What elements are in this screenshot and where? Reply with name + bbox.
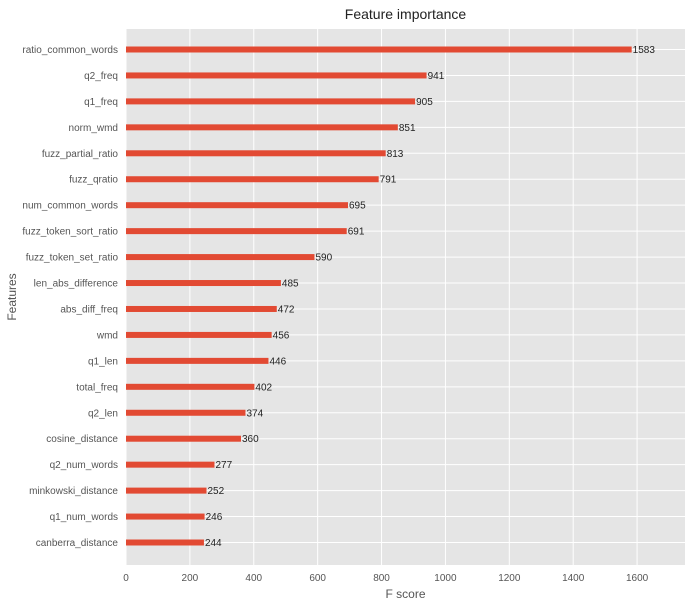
y-tick-label: norm_wmd: [69, 123, 118, 134]
y-tick-label: canberra_distance: [36, 538, 119, 549]
y-tick-labels: ratio_common_words q2_freq q1_freq norm_wmd…: [22, 45, 118, 549]
y-axis-label: Features: [5, 273, 19, 320]
bar: [126, 72, 427, 79]
bar-value-label: 446: [269, 356, 286, 367]
y-tick-label: q2_len: [88, 408, 118, 419]
y-tick-label: abs_diff_freq: [60, 304, 118, 315]
x-tick-label: 0: [123, 573, 129, 584]
bar-value-label: 472: [278, 304, 295, 315]
y-tick-label: total_freq: [76, 382, 118, 393]
bar-value-label: 244: [205, 538, 222, 549]
bar: [126, 305, 277, 312]
bar: [126, 228, 347, 235]
bar-value-label: 791: [380, 175, 397, 186]
bar-value-label: 695: [349, 201, 366, 212]
x-tick-labels: 0 200 400 600 800 1000 1200 1400 1600: [123, 573, 648, 584]
x-gridlines: [125, 29, 638, 565]
y-tick-label: num_common_words: [22, 201, 118, 212]
x-tick-label: 1000: [434, 573, 457, 584]
y-tick-label: q1_num_words: [50, 512, 118, 523]
bar-value-label: 246: [206, 512, 223, 523]
bar: [126, 487, 207, 494]
bar: [126, 150, 386, 157]
bar: [126, 254, 315, 261]
x-tick-label: 600: [309, 573, 326, 584]
bar-value-label: 1583: [633, 45, 656, 56]
bar-value-label: 277: [215, 460, 232, 471]
bar-value-label: 485: [282, 279, 299, 290]
plot-background: [126, 29, 685, 565]
bar-value-label: 402: [255, 382, 272, 393]
y-tick-label: len_abs_difference: [34, 279, 119, 290]
x-tick-label: 1400: [562, 573, 585, 584]
y-tick-label: fuzz_token_set_ratio: [26, 253, 119, 264]
bar-value-label: 456: [273, 330, 290, 341]
x-tick-label: 800: [373, 573, 390, 584]
y-tick-label: minkowski_distance: [29, 486, 118, 497]
x-tick-label: 400: [245, 573, 262, 584]
bar-value-label: 691: [348, 227, 365, 238]
y-tick-label: q1_len: [88, 356, 118, 367]
bar: [126, 176, 379, 183]
bar-value-label: 374: [246, 408, 263, 419]
bar: [126, 280, 281, 287]
bar: [126, 409, 246, 416]
bar-value-label: 590: [315, 253, 332, 264]
value-labels: 1583 941 905 851 813 791 695 691 590 485 472 456 446…: [205, 45, 655, 549]
bar: [126, 357, 269, 364]
bar-value-label: 360: [242, 434, 259, 445]
bar: [126, 539, 204, 546]
bar: [126, 46, 632, 53]
chart-title: Feature importance: [345, 6, 467, 22]
bar: [126, 435, 241, 442]
y-tick-label: q1_freq: [84, 97, 118, 108]
y-tick-label: ratio_common_words: [22, 45, 118, 56]
y-tick-label: fuzz_qratio: [69, 175, 118, 186]
bar: [126, 331, 272, 338]
y-tick-label: wmd: [96, 330, 118, 341]
x-tick-label: 200: [182, 573, 199, 584]
bar: [126, 124, 398, 131]
bars: [126, 46, 632, 546]
bar: [126, 383, 255, 390]
bar: [126, 461, 215, 468]
bar: [126, 98, 416, 105]
y-tick-label: cosine_distance: [46, 434, 118, 445]
x-tick-label: 1200: [498, 573, 521, 584]
y-tick-label: q2_freq: [84, 71, 118, 82]
bar: [126, 202, 349, 209]
bar-value-label: 941: [428, 71, 445, 82]
y-tick-label: q2_num_words: [50, 460, 118, 471]
y-tick-label: fuzz_partial_ratio: [42, 149, 119, 160]
bar-value-label: 905: [416, 97, 433, 108]
bar-value-label: 813: [387, 149, 404, 160]
y-tick-label: fuzz_token_sort_ratio: [22, 227, 118, 238]
bar-value-label: 252: [207, 486, 224, 497]
bar-value-label: 851: [399, 123, 416, 134]
bar: [126, 513, 205, 520]
x-tick-label: 1600: [626, 573, 649, 584]
x-axis-label: F score: [385, 587, 425, 601]
